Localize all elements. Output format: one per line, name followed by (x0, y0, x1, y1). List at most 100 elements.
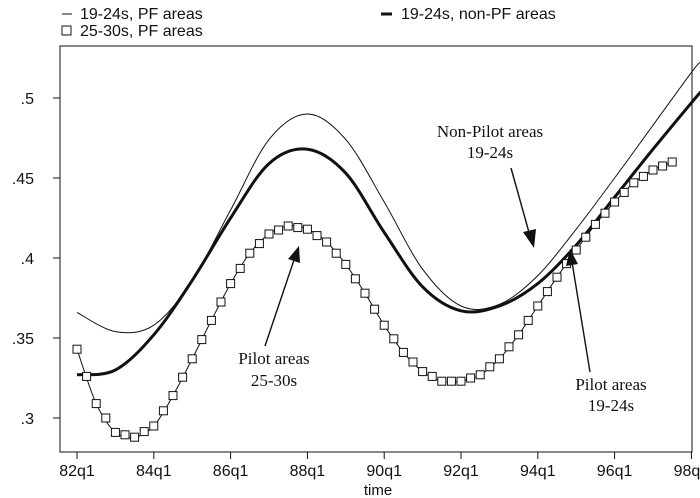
series-point (629, 178, 639, 188)
series-point (197, 335, 207, 345)
series-point (226, 279, 236, 289)
series-point (485, 362, 495, 372)
series-point (302, 224, 312, 234)
series-point (379, 320, 389, 330)
series-point (475, 370, 485, 380)
series-point (466, 373, 476, 383)
series-point (206, 315, 216, 325)
series-point (552, 272, 562, 282)
series-point (293, 223, 303, 233)
legend-label: 19-24s, PF areas (80, 6, 203, 23)
series-point (610, 197, 620, 207)
series-point (312, 231, 322, 241)
series-point (149, 421, 159, 431)
series-point (168, 391, 178, 401)
series-point (139, 427, 149, 437)
annotation-pilot-19-24: Pilot areas 19-24s (566, 249, 647, 415)
series-layer (72, 61, 700, 442)
series-point (235, 263, 245, 273)
legend-label: 25-30s, PF areas (80, 23, 203, 40)
series-point (245, 248, 255, 258)
series-thick (76, 90, 700, 377)
series-point (350, 274, 360, 284)
series-point (600, 208, 610, 218)
annotation-arrow-line (264, 259, 295, 347)
series-point (72, 344, 82, 354)
series-point (581, 232, 591, 242)
legend: 19-24s, PF areas 19-24s, non-PF areas 25… (61, 6, 556, 40)
x-tick-label: 82q1 (59, 463, 95, 480)
annotation-label: 19-24s (588, 396, 634, 415)
series-point (110, 427, 120, 437)
series-point (533, 301, 543, 311)
legend-label: 19-24s, non-PF areas (401, 6, 556, 23)
series-point (389, 334, 399, 344)
series-point (130, 432, 140, 442)
series-point (504, 342, 514, 352)
annotation-arrow-head (523, 229, 536, 248)
series-markers (72, 157, 677, 442)
series-point (283, 221, 293, 231)
series-point (408, 357, 418, 367)
series-line (76, 61, 700, 334)
series-point (158, 406, 168, 416)
annotation-label: Pilot areas (238, 349, 309, 368)
series-thin (76, 61, 700, 334)
series-point (264, 229, 274, 239)
series-point (216, 297, 226, 307)
annotation-label: 25-30s (251, 371, 297, 390)
annotation-pilot-25-30: Pilot areas 25-30s (238, 246, 310, 390)
series-point (590, 219, 600, 229)
annotation-label: Pilot areas (575, 375, 646, 394)
series-line (76, 161, 673, 439)
series-point (322, 237, 332, 247)
series-point (437, 376, 447, 386)
annotation-arrow-head (566, 249, 578, 266)
series-point (638, 171, 648, 181)
series-point (418, 367, 428, 377)
annotation-arrow-line (571, 261, 591, 373)
series-point (446, 376, 456, 386)
annotation-non-pilot-19-24: Non-Pilot areas 19-24s (437, 122, 543, 248)
annotation-arrow-line (510, 167, 531, 237)
series-point (254, 239, 264, 249)
y-tick-label: .5 (21, 91, 34, 108)
series-point (667, 157, 677, 167)
axes: 82q1 84q1 86q1 88q1 90q1 92q1 94q1 96q1 98q1 .3 .3… (12, 91, 700, 480)
legend-swatch-square-marker (61, 25, 72, 36)
y-tick-label: .3 (21, 411, 34, 428)
annotation-label: 19-24s (467, 143, 513, 162)
x-tick-label: 90q1 (366, 463, 402, 480)
series-point (370, 304, 380, 314)
x-axis-title: time (364, 482, 392, 498)
x-tick-label: 86q1 (213, 463, 249, 480)
x-tick-label: 96q1 (597, 463, 633, 480)
series-point (456, 376, 466, 386)
series-point (619, 187, 629, 197)
x-tick-label: 88q1 (290, 463, 326, 480)
y-tick-label: .45 (12, 171, 34, 188)
series-point (187, 354, 197, 364)
series-point (120, 430, 130, 440)
series-point (542, 287, 552, 297)
series-point (494, 354, 504, 364)
series-point (427, 371, 437, 381)
series-point (360, 288, 370, 298)
series-point (91, 399, 101, 409)
series-point (341, 259, 351, 269)
annotation-label: Non-Pilot areas (437, 122, 543, 141)
x-tick-label: 84q1 (136, 463, 172, 480)
x-tick-label: 92q1 (443, 463, 479, 480)
series-point (274, 225, 284, 235)
series-point (523, 315, 533, 325)
series-point (514, 330, 524, 340)
x-tick-label: 98q1 (674, 463, 700, 480)
series-point (648, 165, 658, 175)
series-point (82, 371, 92, 381)
y-tick-label: .4 (21, 251, 34, 268)
annotation-arrow-head (288, 246, 300, 263)
series-point (178, 372, 188, 382)
x-tick-label: 94q1 (520, 463, 556, 480)
plot-frame (59, 45, 693, 453)
